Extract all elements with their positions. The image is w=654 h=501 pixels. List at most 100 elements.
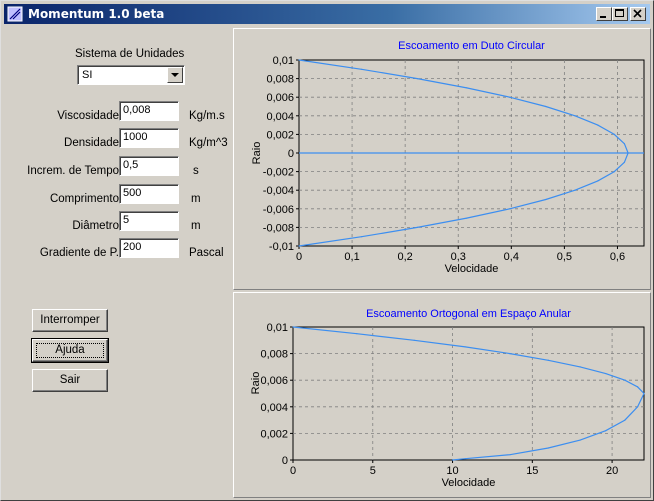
chart0-xtick-label-2: 0,2 [398,251,413,263]
chart1-point-0-4 [509,353,511,355]
chart1-point-0-13 [605,430,607,432]
comprimento-label: Comprimento [49,193,119,205]
chart0-point-0-14 [574,189,576,191]
chart0-point-0-6 [574,115,576,117]
chart1-title: Escoamento Ortogonal em Espaço Anular [366,308,571,320]
chart1-xtick-label-4: 20 [606,465,618,477]
maximize-icon [615,9,624,17]
gradiente-unit: Pascal [189,247,224,259]
maximize-button[interactable] [612,7,628,21]
chart1-point-0-11 [637,406,639,408]
chart0-point-0-18 [416,226,418,228]
chart1-ylabel: Raio [250,372,262,395]
diametro-label: Diâmetro [72,220,119,232]
comprimento-unit: m [191,193,201,205]
chart0-xlabel: Velocidade [445,263,499,275]
interromper-button[interactable]: Interromper [32,309,108,332]
chart1-point-0-14 [579,439,581,441]
units-select-value: SI [82,69,93,81]
chart1-ytick-label-1: 0,008 [260,349,288,361]
chart0-point-0-9 [623,143,625,145]
chart0-ytick-label-4: 0,002 [266,129,294,141]
chart0-point-0-7 [597,124,599,126]
ajuda-button[interactable]: Ajuda [31,338,109,363]
chart0-title: Escoamento em Duto Circular [398,40,545,52]
minimize-icon [600,16,606,18]
diametro-unit: m [191,220,201,232]
close-icon [633,9,642,18]
incremento-tempo-label: Increm. de Tempo [27,165,119,177]
chart1-point-0-16 [509,454,511,456]
chart-espaco-anular-panel: Escoamento Ortogonal em Espaço Anular 0 5 1… [233,292,651,498]
chart0-ylabel: Raio [251,142,263,165]
chart1-point-0-7 [605,372,607,375]
chart1-point-0-5 [547,359,549,361]
chart0-point-0-20 [298,245,300,247]
chart1-point-0-2 [413,339,415,341]
chart1-ytick-label-4: 0,002 [260,428,288,440]
chart0-point-0-13 [597,180,599,182]
chart0-point-0-8 [613,133,615,135]
chart0-point-0-15 [545,198,547,201]
chart1-point-0-1 [356,333,358,335]
chart1-xtick-label-1: 5 [370,465,376,477]
chart0-point-0-12 [613,171,615,173]
chart0-xtick-label-3: 0,3 [451,251,466,263]
chart-duto-circular-panel: Escoamento em Duto Circular 0 0,1 0,2 0,3 0,4… [233,28,651,290]
chart1-point-0-3 [464,346,466,348]
chart1-point-0-0 [292,326,294,328]
chart1-ytick-label-3: 0,004 [260,402,288,414]
diametro-input[interactable]: 5 [119,211,179,231]
chart1-ytick-label-2: 0,006 [260,375,288,387]
close-button[interactable] [630,7,646,21]
comprimento-input[interactable]: 500 [119,184,179,204]
minimize-button[interactable] [596,7,612,21]
chart0-point-0-11 [623,161,625,163]
sair-button[interactable]: Sair [32,369,108,392]
viscosidade-label: Viscosidade [57,110,119,122]
chart0-point-0-1 [361,68,363,70]
parameters-panel: Sistema de Unidades SI Viscosidade 0,008… [5,28,231,498]
densidade-unit: Kg/m^3 [189,137,228,149]
chart1-ytick-label-5: 0 [282,455,288,467]
densidade-label: Densidade [64,137,119,149]
gradiente-input[interactable]: 200 [119,238,179,258]
chart1-point-0-6 [579,366,581,368]
incremento-tempo-input[interactable]: 0,5 [119,156,179,176]
title-bar[interactable]: Momentum 1.0 beta [4,4,650,24]
chart0-point-0-17 [466,217,468,219]
chart1-point-0-10 [643,392,645,395]
chart0-ytick-label-9: -0,008 [263,222,294,234]
viscosidade-input[interactable]: 0,008 [119,101,179,121]
chart0-ytick-label-7: -0,004 [263,185,294,197]
chevron-down-icon[interactable] [167,67,183,83]
chart0-point-0-19 [361,236,363,238]
chart0-ytick-label-8: -0,006 [263,204,294,216]
chart1-ytick-label-0: 0,01 [267,322,288,334]
chart0-ytick-label-0: 0,01 [273,55,294,67]
chart0-ytick-label-2: 0,006 [266,92,294,104]
units-select[interactable]: SI [77,65,185,85]
densidade-input[interactable]: 1000 [119,128,179,148]
chart0-ytick-label-10: -0,01 [269,241,294,253]
chart0-point-0-4 [509,96,511,98]
chart0-xtick-label-5: 0,5 [557,251,572,263]
chart1-point-0-12 [624,419,626,421]
viscosidade-unit: Kg/m.s [189,110,225,122]
chart0-ytick-label-6: -0,002 [263,167,294,179]
window-title: Momentum 1.0 beta [28,7,165,21]
chart1-xtick-label-3: 15 [526,465,538,477]
chart1-xlabel: Velocidade [442,477,496,489]
chart1-point-0-8 [624,379,626,381]
gradiente-label: Gradiente de P. [39,247,119,259]
chart0-xtick-label-6: 0,6 [610,251,625,263]
chart1-point-0-15 [547,447,549,449]
chart0-ytick-label-3: 0,004 [266,111,294,123]
units-label: Sistema de Unidades [75,48,185,60]
chart1-xtick-label-2: 10 [446,465,458,477]
chart1-xtick-label-0: 0 [290,465,296,477]
chart1-point-0-17 [464,458,466,460]
chart0-xtick-label-1: 0,1 [344,251,359,263]
chart0-point-0-2 [416,78,418,80]
